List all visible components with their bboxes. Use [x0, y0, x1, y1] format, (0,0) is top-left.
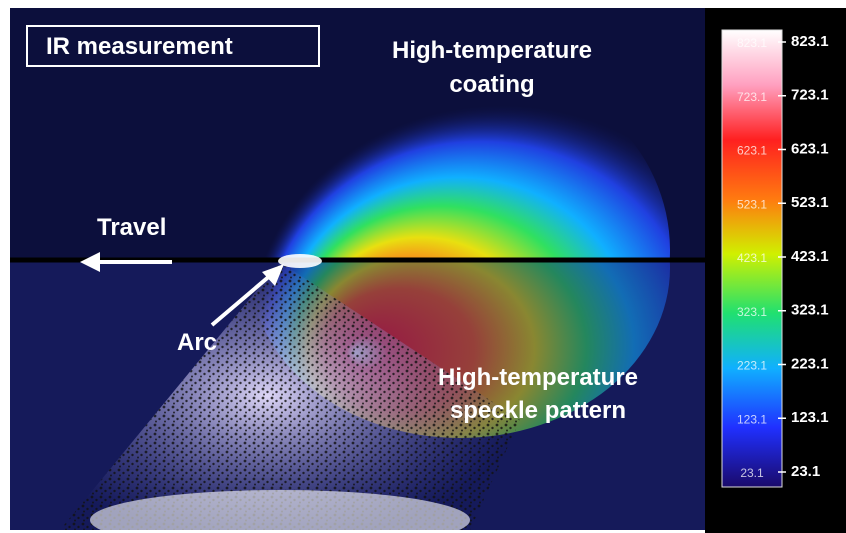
tick-label: 223.1: [791, 355, 829, 372]
tick-label: 123.1: [791, 409, 829, 426]
arc-label: Arc: [177, 329, 217, 356]
tick-label: 623.1: [791, 140, 829, 157]
tick-label-inner: 823.1: [737, 36, 767, 50]
tick-label-inner: 623.1: [737, 144, 767, 158]
tick-label: 723.1: [791, 87, 829, 104]
tick-label: 523.1: [791, 194, 829, 211]
tick-label: 823.1: [791, 33, 829, 50]
speckle-label: speckle pattern: [450, 397, 626, 424]
tick-label-inner: 123.1: [737, 412, 767, 426]
tick-label: 423.1: [791, 248, 829, 265]
tick-label-inner: 23.1: [740, 466, 764, 480]
travel-label: Travel: [97, 214, 166, 241]
tick-label-inner: 423.1: [737, 251, 767, 265]
tick-label-inner: 323.1: [737, 305, 767, 319]
tick-label: 323.1: [791, 302, 829, 319]
ir-figure: IR measurement High-temperature coating …: [0, 0, 846, 533]
tick-label-inner: 523.1: [737, 197, 767, 211]
tick-label-inner: 723.1: [737, 90, 767, 104]
box-title: IR measurement: [46, 33, 233, 60]
tick-label-inner: 223.1: [737, 359, 767, 373]
coating-label: High-temperature: [392, 37, 592, 64]
tick-label: 23.1: [791, 463, 820, 480]
coating-label: coating: [449, 71, 534, 98]
speckle-label: High-temperature: [438, 364, 638, 391]
arc-spot: [278, 254, 322, 268]
